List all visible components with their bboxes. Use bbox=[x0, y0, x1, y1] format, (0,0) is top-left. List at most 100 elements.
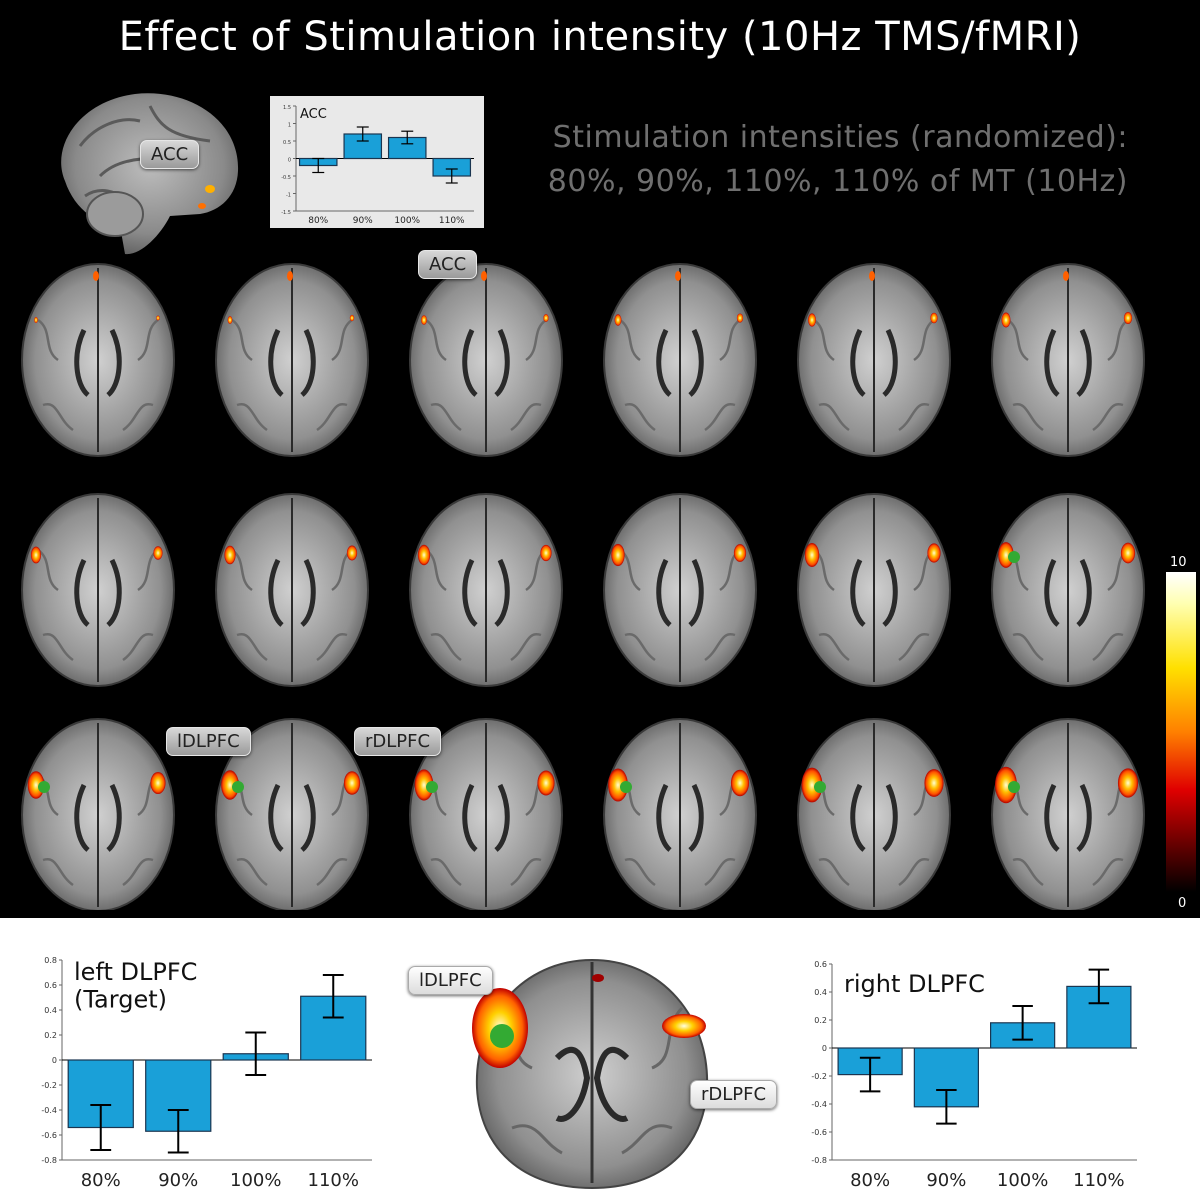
y-tick-label: 0.4 bbox=[44, 1006, 57, 1015]
activation-right bbox=[540, 544, 552, 562]
activation-left bbox=[995, 766, 1017, 804]
activation-right bbox=[349, 314, 355, 322]
axial-slice bbox=[21, 718, 175, 910]
activation-left bbox=[421, 315, 427, 325]
colorbar-max-label: 10 bbox=[1170, 555, 1187, 570]
y-tick-label: 1.5 bbox=[283, 105, 291, 111]
activation-right bbox=[733, 544, 747, 562]
activation-acc bbox=[287, 271, 293, 281]
axial-slice bbox=[603, 718, 757, 910]
y-tick-label: 0 bbox=[52, 1056, 57, 1065]
activation-left bbox=[221, 770, 239, 800]
y-tick-label: -0.2 bbox=[41, 1081, 57, 1090]
activation-left bbox=[224, 545, 236, 565]
y-tick-label: -0.8 bbox=[811, 1156, 827, 1165]
category-label-80%: 80% bbox=[81, 1170, 121, 1191]
y-tick-label: 0 bbox=[822, 1044, 827, 1053]
figure-dark-panel: Effect of Stimulation intensity (10Hz TM… bbox=[0, 0, 1200, 918]
intensities-line-1: Stimulation intensities (randomized): bbox=[552, 120, 1128, 155]
y-tick-label: 0.6 bbox=[814, 960, 827, 969]
callout-ldlpfc-axial: lDLPFC bbox=[166, 727, 251, 756]
category-label-100%: 100% bbox=[997, 1170, 1048, 1191]
category-label-80%: 80% bbox=[850, 1170, 890, 1191]
y-tick-label: 0.2 bbox=[44, 1031, 57, 1040]
y-tick-label: -0.4 bbox=[41, 1106, 57, 1115]
activation-left bbox=[808, 313, 816, 327]
y-tick-label: -0.8 bbox=[41, 1156, 57, 1165]
category-label-100%: 100% bbox=[394, 216, 420, 226]
acc-inset-chart: 1.5 1 0.5 0 -0.5 -1 -1.5 80% 90% 100% 110% ACC bbox=[281, 105, 474, 226]
left-dlpfc-chart: 0.8 0.6 0.4 0.2 0 -0.2 -0.4 -0.6 -0.8 80% 90% 100% 1… bbox=[41, 956, 372, 1191]
callout-rdlpfc-bottom: rDLPFC bbox=[690, 1080, 778, 1109]
activation-left bbox=[998, 542, 1014, 568]
axial-slice bbox=[409, 718, 563, 910]
y-tick-label: 0.4 bbox=[814, 988, 827, 997]
right-dlpfc-chart: 0.6 0.4 0.2 0 -0.2 -0.4 -0.6 -0.8 80% 90% 100% 110%… bbox=[811, 960, 1137, 1191]
y-tick-label: -1 bbox=[286, 193, 291, 199]
category-label-110%: 110% bbox=[439, 216, 465, 226]
category-label-90%: 90% bbox=[353, 216, 373, 226]
activation-left bbox=[1001, 312, 1011, 328]
activation-right bbox=[924, 769, 944, 797]
activation-left bbox=[614, 314, 622, 326]
chart-subtitle: (Target) bbox=[74, 986, 167, 1014]
y-tick-label: -0.6 bbox=[41, 1131, 57, 1140]
activation-left bbox=[608, 768, 628, 802]
axial-slice bbox=[797, 718, 951, 910]
axial-slice bbox=[991, 493, 1145, 687]
activation-right bbox=[543, 314, 549, 322]
axial-slice bbox=[603, 493, 757, 687]
axial-slice bbox=[797, 263, 951, 457]
activation-right bbox=[343, 771, 361, 795]
activation-acc bbox=[481, 271, 487, 281]
results-panel: 0.8 0.6 0.4 0.2 0 -0.2 -0.4 -0.6 -0.8 80% 90% 100% 1… bbox=[0, 918, 1200, 1200]
axial-slice bbox=[409, 493, 563, 687]
axial-slice bbox=[409, 263, 563, 457]
intensities-line-2: 80%, 90%, 110%, 110% of MT (10Hz) bbox=[547, 164, 1128, 199]
activation-left bbox=[611, 543, 625, 567]
sagittal-brain-image bbox=[61, 93, 239, 255]
axial-slice bbox=[21, 263, 175, 457]
colorbar bbox=[1166, 572, 1196, 892]
activation-left bbox=[34, 317, 38, 323]
category-label-110%: 110% bbox=[308, 1170, 359, 1191]
activation-left bbox=[227, 316, 233, 324]
chart-title: right DLPFC bbox=[844, 970, 985, 998]
target-marker bbox=[1008, 551, 1020, 563]
activation-left bbox=[801, 767, 823, 803]
y-tick-label: 0.6 bbox=[44, 981, 57, 990]
activation-right bbox=[1123, 312, 1133, 324]
y-tick-label: 1 bbox=[288, 123, 291, 129]
activation-right bbox=[736, 313, 744, 323]
activation-left bbox=[804, 543, 820, 567]
y-tick-label: 0.2 bbox=[814, 1016, 827, 1025]
target-marker bbox=[620, 781, 632, 793]
activation-right bbox=[346, 545, 358, 561]
figure-title: Effect of Stimulation intensity (10Hz TM… bbox=[118, 14, 1082, 60]
category-label-90%: 90% bbox=[926, 1170, 966, 1191]
callout-acc-sagittal: ACC bbox=[140, 140, 200, 169]
activation-left bbox=[414, 769, 434, 801]
y-tick-label: -1.5 bbox=[281, 210, 291, 216]
activation-acc bbox=[1063, 271, 1069, 281]
activation-right bbox=[1120, 542, 1136, 564]
activation-acc bbox=[869, 271, 875, 281]
y-tick-label: 0.5 bbox=[283, 140, 291, 146]
axial-slice bbox=[215, 718, 369, 910]
y-tick-label: -0.4 bbox=[811, 1100, 827, 1109]
callout-ldlpfc-bottom: lDLPFC bbox=[408, 966, 493, 995]
activation-right bbox=[730, 769, 750, 797]
target-marker bbox=[1008, 781, 1020, 793]
y-tick-label: 0.8 bbox=[44, 956, 57, 965]
y-tick-label: 0 bbox=[288, 158, 291, 164]
target-marker bbox=[814, 781, 826, 793]
acc-inset-chart-panel: 1.5 1 0.5 0 -0.5 -1 -1.5 80% 90% 100% 110% ACC bbox=[270, 96, 484, 228]
axial-slices-grid bbox=[21, 263, 1145, 910]
activation-right bbox=[927, 543, 941, 563]
y-tick-label: -0.6 bbox=[811, 1128, 827, 1137]
axial-slice bbox=[991, 718, 1145, 910]
activation-left bbox=[27, 771, 45, 799]
activation-right bbox=[930, 312, 938, 324]
activation-left bbox=[30, 546, 42, 564]
axial-slice bbox=[797, 493, 951, 687]
